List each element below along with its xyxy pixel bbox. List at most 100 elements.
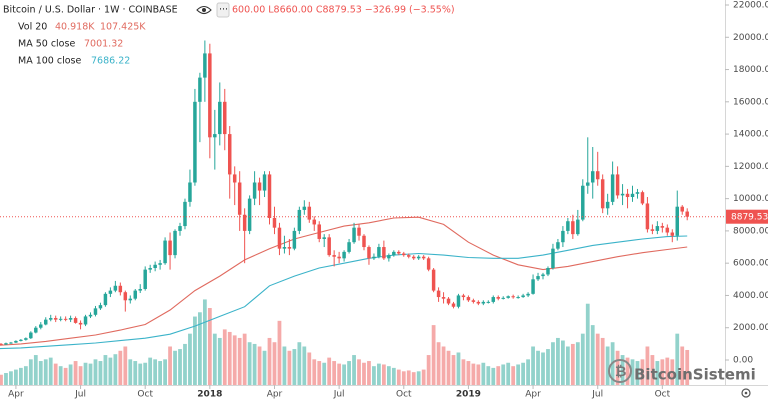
volume-bar bbox=[48, 357, 53, 385]
candle-body bbox=[34, 327, 38, 333]
volume-bar bbox=[163, 359, 167, 385]
candle-body bbox=[302, 206, 307, 210]
ma-legend-name: MA 100 close bbox=[18, 56, 81, 67]
candle-body bbox=[571, 221, 575, 235]
candle-body bbox=[347, 242, 351, 252]
volume-bar bbox=[426, 355, 431, 385]
candle-body bbox=[183, 201, 187, 227]
candle-body bbox=[441, 297, 446, 299]
volume-bar bbox=[461, 359, 466, 385]
candle-body bbox=[387, 255, 391, 259]
candle-body bbox=[68, 318, 73, 320]
candle-body bbox=[516, 297, 520, 299]
settings-icon[interactable] bbox=[741, 388, 751, 398]
volume-bar bbox=[605, 346, 610, 385]
x-tick-label: Jul bbox=[591, 390, 603, 400]
candle-body bbox=[227, 134, 232, 175]
volume-bar bbox=[436, 342, 441, 385]
candle-body bbox=[218, 101, 222, 135]
candle-body bbox=[640, 192, 645, 204]
candle-body bbox=[203, 53, 207, 78]
candle-body bbox=[148, 268, 152, 270]
candle-body bbox=[655, 226, 660, 231]
candle-body bbox=[327, 237, 331, 256]
y-tick-label: 14000.00 bbox=[733, 130, 768, 140]
volume-bar bbox=[158, 361, 163, 385]
volume-bar bbox=[23, 366, 28, 385]
candle-body bbox=[292, 230, 297, 249]
volume-bar bbox=[237, 337, 242, 385]
volume-bar bbox=[168, 346, 172, 385]
candle-body bbox=[561, 230, 565, 243]
volume-bar bbox=[14, 369, 18, 385]
volume-bar bbox=[431, 325, 436, 385]
ma-legend-value: 7686.22 bbox=[91, 56, 130, 67]
volume-bar bbox=[327, 357, 332, 385]
more-button[interactable] bbox=[216, 2, 230, 18]
volume-bar bbox=[337, 363, 342, 385]
volume-bar bbox=[322, 362, 327, 385]
candle-body bbox=[188, 182, 192, 202]
candle-body bbox=[108, 290, 113, 294]
volume-bar bbox=[685, 349, 690, 385]
volume-bar bbox=[9, 371, 13, 385]
volume-bar bbox=[212, 333, 217, 385]
last-price-tag bbox=[726, 209, 768, 224]
candle-body bbox=[252, 182, 257, 199]
volume-bar bbox=[541, 352, 545, 385]
volume-bar bbox=[18, 367, 23, 385]
candle-body bbox=[411, 256, 416, 259]
candle-body bbox=[39, 324, 43, 328]
candle-body bbox=[486, 301, 491, 303]
volume-bar bbox=[282, 346, 287, 385]
moving-average-line bbox=[0, 216, 688, 346]
volume-bar bbox=[68, 364, 73, 385]
candle-body bbox=[665, 227, 670, 233]
volume-bar bbox=[386, 366, 391, 385]
chart-title: Bitcoin / U.S. Dollar · 1W · COINBASE bbox=[3, 5, 178, 16]
volume-bar bbox=[451, 355, 456, 385]
candle-body bbox=[178, 226, 182, 231]
candle-body bbox=[581, 185, 585, 220]
volume-bar bbox=[277, 320, 282, 385]
volume-bar bbox=[173, 350, 177, 385]
candle-body bbox=[19, 339, 23, 341]
candle-body bbox=[133, 290, 137, 299]
volume-bar bbox=[645, 346, 650, 385]
x-tick-label: Jul bbox=[74, 390, 86, 400]
x-tick-label: 2018 bbox=[197, 390, 222, 400]
volume-bar bbox=[38, 361, 43, 385]
volume-bar bbox=[491, 367, 496, 385]
y-tick-label: 8000.00 bbox=[733, 226, 768, 236]
candle-body bbox=[511, 296, 515, 298]
ma-legend-value: 7001.32 bbox=[84, 39, 123, 50]
volume-bar bbox=[556, 337, 560, 385]
candle-body bbox=[407, 255, 411, 257]
candle-body bbox=[536, 276, 540, 280]
volume-bar bbox=[670, 359, 675, 385]
candle-body bbox=[556, 242, 560, 249]
volume-bar bbox=[456, 352, 461, 385]
eye-icon[interactable] bbox=[196, 5, 212, 15]
candle-body bbox=[605, 201, 610, 209]
volume-legend-name: Vol 20 bbox=[18, 22, 47, 33]
y-tick-label: 10000.00 bbox=[733, 194, 768, 204]
moving-average-line bbox=[0, 235, 688, 350]
volume-bar bbox=[391, 367, 396, 385]
volume-bar bbox=[133, 361, 138, 385]
candle-body bbox=[242, 214, 247, 231]
y-tick-label: 4000.00 bbox=[733, 291, 768, 301]
y-tick-label: 22000.00 bbox=[733, 1, 768, 11]
candle-body bbox=[317, 224, 321, 239]
volume-legend-value: 107.425K bbox=[100, 22, 146, 33]
volume-bar bbox=[401, 371, 406, 385]
candle-body bbox=[620, 193, 625, 196]
volume-bar bbox=[43, 359, 48, 385]
watermark-logo: ₿ bbox=[615, 364, 626, 380]
volume-bar bbox=[650, 355, 655, 385]
candle-body bbox=[362, 235, 366, 248]
volume-bar bbox=[332, 361, 337, 385]
candle-body bbox=[436, 290, 441, 298]
volume-bars bbox=[0, 299, 690, 385]
volume-bar bbox=[183, 343, 187, 385]
